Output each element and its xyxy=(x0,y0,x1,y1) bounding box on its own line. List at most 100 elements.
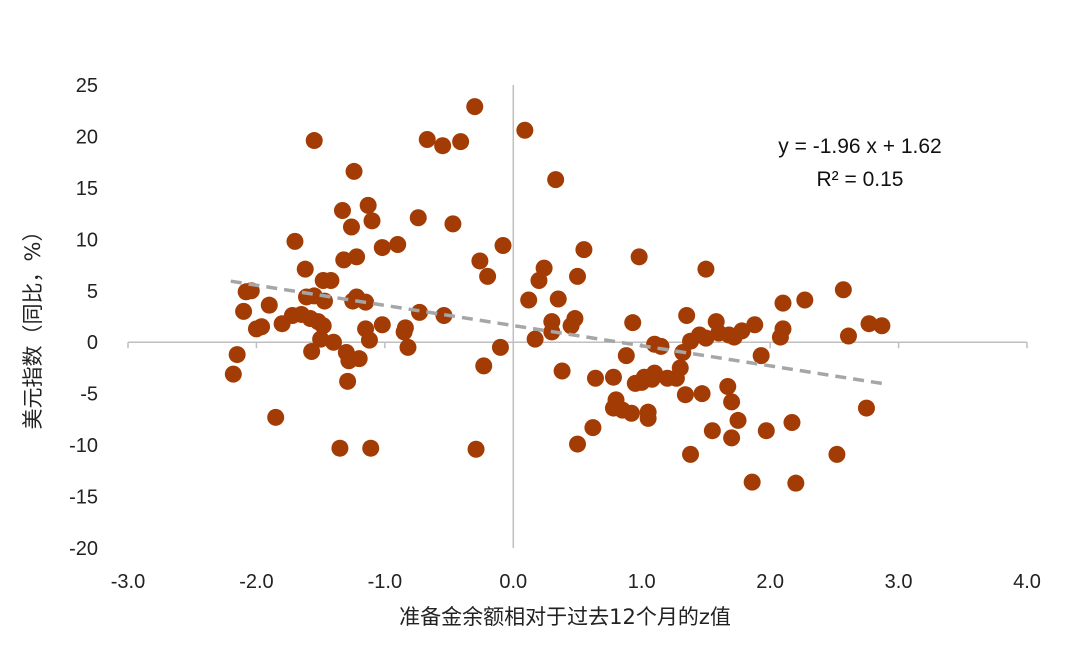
data-point xyxy=(520,291,538,309)
y-tick-label: -10 xyxy=(69,435,98,457)
y-axis-title: 美元指数（同比，%） xyxy=(21,221,45,430)
data-point xyxy=(399,338,417,356)
data-point xyxy=(322,271,340,289)
data-point xyxy=(774,294,792,312)
data-points xyxy=(224,98,891,492)
data-point xyxy=(253,318,271,336)
data-point xyxy=(723,429,741,447)
trendline xyxy=(230,279,887,386)
x-tick-label: 1.0 xyxy=(628,571,656,593)
data-point xyxy=(569,267,586,285)
data-point xyxy=(624,314,642,332)
data-point xyxy=(757,422,775,440)
data-point xyxy=(719,377,737,395)
data-point xyxy=(339,372,357,390)
data-point xyxy=(733,322,751,340)
data-point xyxy=(345,162,363,180)
data-point xyxy=(348,248,366,266)
data-point xyxy=(444,215,462,233)
data-point xyxy=(228,346,246,364)
data-point xyxy=(566,310,584,328)
data-point xyxy=(630,248,648,266)
y-tick-label: 25 xyxy=(76,75,98,97)
trend-equation: y = -1.96 x + 1.62 xyxy=(778,135,941,158)
data-point xyxy=(409,209,427,227)
y-tick-label: -20 xyxy=(69,538,98,560)
y-tick-label: 20 xyxy=(76,126,98,148)
data-point xyxy=(359,196,377,214)
data-point xyxy=(834,281,852,299)
data-point xyxy=(471,252,489,270)
data-point xyxy=(586,369,604,387)
data-point xyxy=(723,393,741,411)
data-point xyxy=(787,474,805,492)
x-tick-label: -3.0 xyxy=(111,571,145,593)
data-point xyxy=(678,306,696,324)
data-point xyxy=(774,320,792,338)
data-point xyxy=(796,291,814,309)
x-tick-label: 2.0 xyxy=(756,571,784,593)
data-point xyxy=(475,357,493,375)
data-point xyxy=(575,241,593,259)
data-point xyxy=(411,303,429,321)
data-point xyxy=(671,359,689,377)
x-tick-label: -2.0 xyxy=(239,571,273,593)
data-point xyxy=(752,347,770,365)
data-point xyxy=(260,296,278,314)
x-tick-label: -1.0 xyxy=(368,571,402,593)
data-point xyxy=(373,239,391,257)
data-point xyxy=(333,202,351,220)
data-point xyxy=(622,404,640,422)
y-tick-labels: 25 20 15 10 5 0 -5 -10 -15 -20 xyxy=(69,75,98,560)
data-point xyxy=(693,385,711,403)
data-point xyxy=(553,362,571,380)
y-tick-label: 15 xyxy=(76,178,98,200)
data-point xyxy=(350,350,368,368)
data-point xyxy=(828,445,846,463)
data-point xyxy=(303,342,321,360)
y-tick-label: -5 xyxy=(80,384,98,406)
data-point xyxy=(373,316,391,334)
data-point xyxy=(584,419,602,437)
data-point xyxy=(224,365,242,383)
y-tick-label: 0 xyxy=(87,332,98,354)
data-point xyxy=(418,131,436,149)
data-point xyxy=(535,259,553,277)
data-point xyxy=(479,267,497,285)
data-point xyxy=(331,439,349,457)
data-point xyxy=(604,368,622,386)
data-point xyxy=(639,409,657,427)
data-point xyxy=(491,338,509,356)
data-point xyxy=(516,121,534,139)
x-axis-title: 准备金余额相对于过去12个月的z值 xyxy=(399,605,731,629)
data-point xyxy=(435,306,453,324)
data-point xyxy=(389,235,407,253)
y-tick-label: 10 xyxy=(76,229,98,251)
x-tick-label: 0.0 xyxy=(499,571,527,593)
data-point xyxy=(466,98,484,116)
data-point xyxy=(363,212,381,230)
data-point xyxy=(467,440,485,458)
data-point xyxy=(783,413,801,431)
data-point xyxy=(697,329,715,347)
data-point xyxy=(682,445,700,463)
data-point xyxy=(396,319,414,337)
data-point xyxy=(617,347,635,365)
data-point xyxy=(860,315,878,333)
data-point xyxy=(646,364,664,382)
data-point xyxy=(857,399,875,417)
data-point xyxy=(296,260,314,278)
data-point xyxy=(839,327,857,345)
x-tick-label: 3.0 xyxy=(885,571,913,593)
x-tick-labels: -3.0 -2.0 -1.0 0.0 1.0 2.0 3.0 4.0 xyxy=(111,571,1041,593)
data-point xyxy=(569,435,586,453)
data-point xyxy=(543,313,561,331)
data-point xyxy=(746,316,764,334)
data-point xyxy=(452,133,470,151)
data-point xyxy=(362,439,380,457)
data-point xyxy=(314,317,332,335)
data-point xyxy=(697,260,715,278)
data-point xyxy=(873,317,891,335)
data-point xyxy=(335,251,353,269)
data-point xyxy=(703,422,721,440)
